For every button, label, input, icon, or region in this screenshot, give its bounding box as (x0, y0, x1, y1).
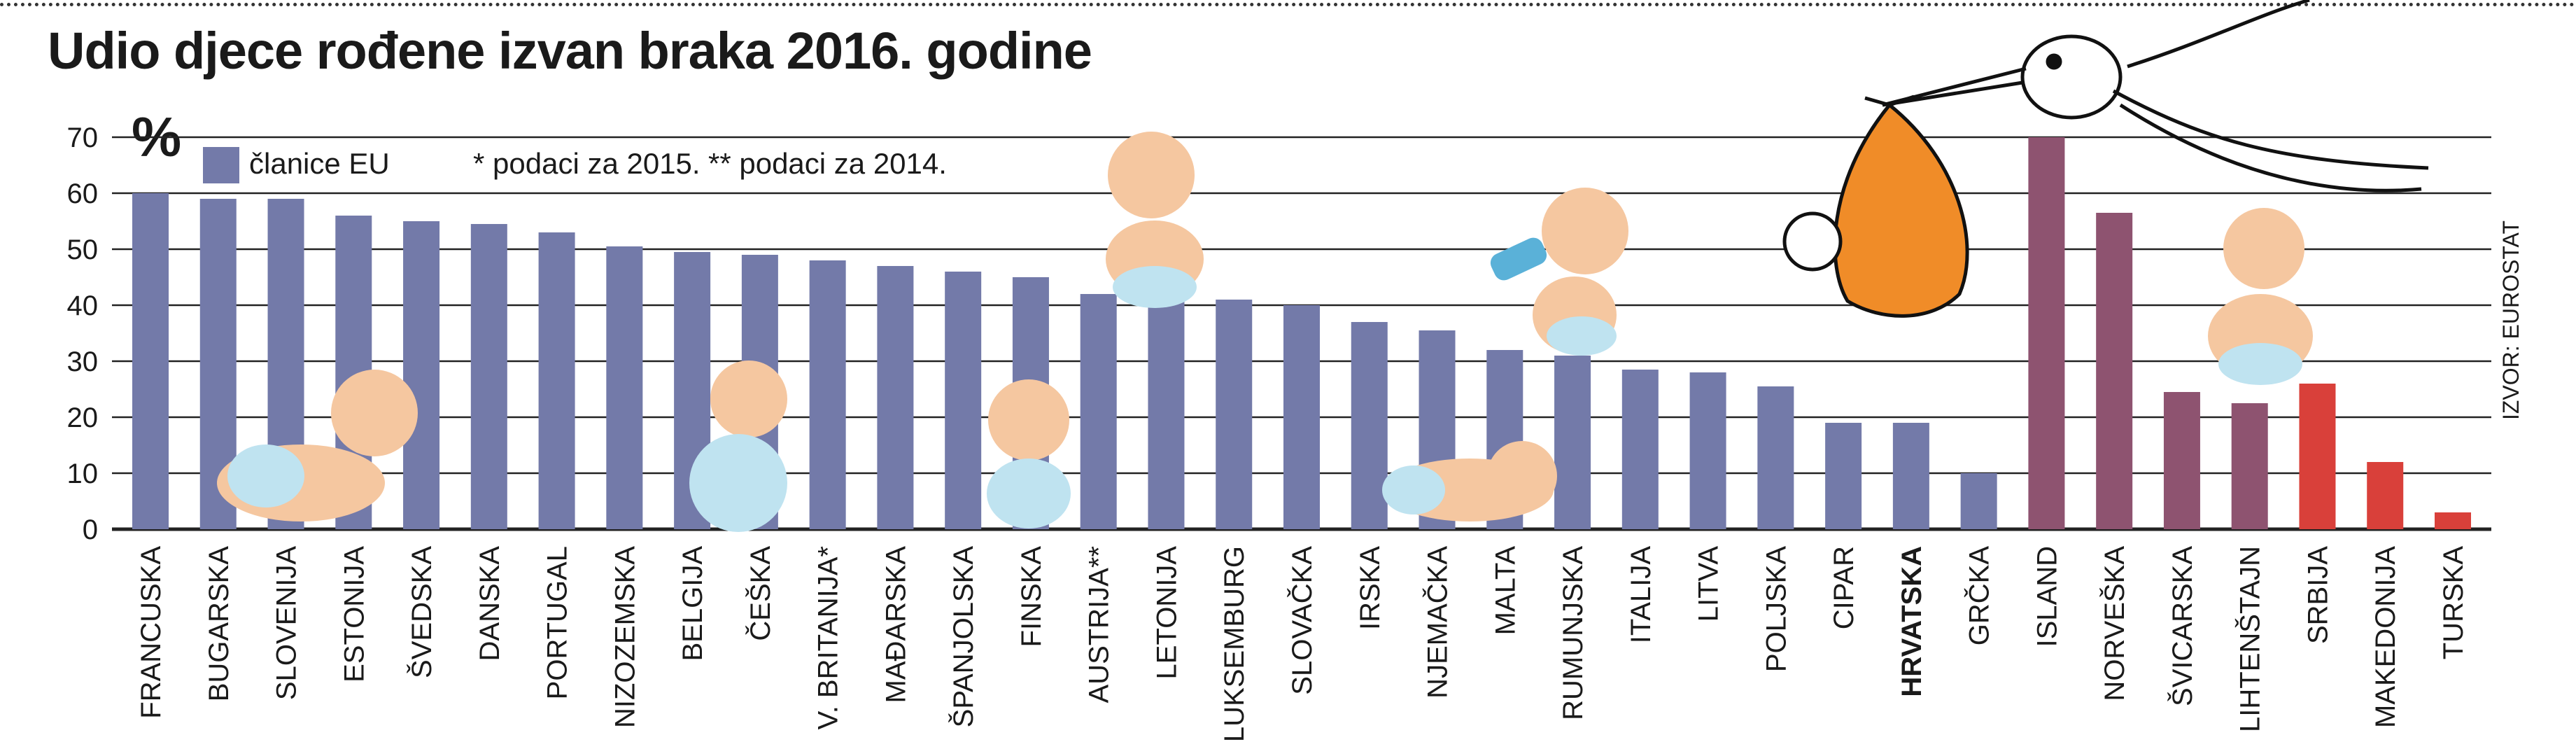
category-label: ISLAND (2032, 546, 2062, 648)
bar (2435, 512, 2471, 529)
bar (2367, 462, 2404, 529)
category-label: SLOVAČKA (1286, 546, 1318, 695)
bar (1689, 372, 1726, 529)
bar (1080, 294, 1117, 529)
bar (1351, 322, 1388, 529)
category-label: DANSKA (474, 546, 505, 662)
chart-title: Udio djece rođene izvan braka 2016. godi… (48, 22, 1092, 80)
bar (1960, 473, 1997, 529)
category-label: ESTONIJA (339, 546, 369, 682)
category-label: MALTA (1490, 546, 1521, 636)
category-label: POLJSKA (1761, 546, 1792, 672)
y-tick-label: 60 (67, 178, 99, 209)
category-label: NORVEŠKA (2099, 546, 2130, 701)
bar (1148, 300, 1185, 529)
bar (2096, 213, 2133, 529)
category-labels: FRANCUSKA BUGARSKA SLOVENIJA ESTONIJA ŠVEDSK… (136, 546, 2469, 742)
bar (1554, 356, 1591, 529)
category-label: CIPAR (1829, 546, 1859, 629)
y-tick-label: 20 (67, 402, 99, 433)
category-label: LITVA (1694, 546, 1724, 622)
category-label: AUSTRIJA** (1084, 546, 1115, 704)
bars (132, 137, 2471, 529)
baby-illustration-5 (1490, 188, 1628, 356)
category-label: MAĐARSKA (880, 546, 911, 704)
category-label: LUKSEMBURG (1219, 546, 1250, 742)
illustrations (217, 0, 2429, 532)
bar (2299, 384, 2336, 529)
bar (403, 221, 440, 529)
bar (1825, 423, 1862, 529)
category-label: LIHTENŠTAJN (2234, 546, 2266, 732)
bar (1892, 423, 1929, 529)
note-2015: * podaci za 2015. (473, 147, 701, 180)
category-label: NJEMAČKA (1422, 546, 1454, 699)
category-label: BUGARSKA (204, 546, 234, 702)
category-label: LETONIJA (1151, 546, 1182, 680)
note-2014: ** podaci za 2014. (708, 147, 947, 180)
bar (945, 272, 982, 529)
category-label: IRSKA (1355, 546, 1386, 630)
category-label: GRČKA (1964, 546, 1995, 646)
y-tick-label: 0 (83, 514, 98, 545)
baby-illustration-2 (689, 360, 787, 532)
baby-illustration-4 (1106, 132, 1204, 308)
baby-illustration-3 (987, 379, 1071, 528)
baby-illustration-7 (2208, 208, 2313, 385)
category-label: TURSKA (2438, 546, 2469, 660)
bar (470, 224, 507, 529)
category-label: ŠVICARSKA (2167, 546, 2198, 706)
category-label: ČEŠKA (745, 546, 776, 641)
top-dotted-rule (0, 3, 2576, 6)
y-tick-label: 30 (67, 346, 99, 377)
baby-illustration-1 (217, 370, 418, 522)
category-label: FRANCUSKA (136, 546, 167, 719)
bar (2163, 392, 2200, 529)
y-tick-label: 50 (67, 234, 99, 265)
category-label: ŠPANJOLSKA (948, 546, 979, 728)
stork-illustration (1882, 0, 2429, 192)
category-label: NIZOZEMSKA (610, 546, 640, 728)
bar (606, 246, 643, 529)
bundle-illustration (1782, 94, 1969, 318)
category-label: BELGIJA (677, 546, 708, 662)
y-tick-label: 10 (67, 458, 99, 489)
y-tick-label: 70 (67, 122, 99, 153)
baby-illustration-6 (1382, 441, 1557, 522)
bar (2028, 137, 2065, 529)
bar (1283, 305, 1320, 529)
bar (132, 193, 169, 529)
category-label: SRBIJA (2302, 546, 2333, 644)
category-label: ITALIJA (1626, 546, 1656, 644)
y-ticks: 0 10 20 30 40 50 60 70 (67, 122, 99, 545)
category-label: ŠVEDSKA (406, 546, 437, 678)
category-label: MAKEDONIJA (2370, 546, 2401, 728)
category-label: V. BRITANIJA* (813, 546, 844, 729)
legend-swatch-eu (203, 147, 239, 183)
category-label: SLOVENIJA (272, 546, 302, 700)
bar (877, 266, 914, 529)
category-label: HRVATSKA (1896, 546, 1927, 697)
y-tick-label: 40 (67, 290, 99, 321)
category-label: PORTUGAL (542, 546, 573, 699)
category-label: FINSKA (1016, 546, 1047, 648)
bar (2231, 403, 2268, 529)
category-label: RUMUNJSKA (1558, 546, 1589, 720)
bar (1216, 300, 1253, 529)
bar (1757, 386, 1794, 529)
bar (538, 232, 575, 529)
legend-label-eu: članice EU (249, 147, 390, 180)
bar (809, 260, 846, 529)
bar (1621, 370, 1659, 529)
